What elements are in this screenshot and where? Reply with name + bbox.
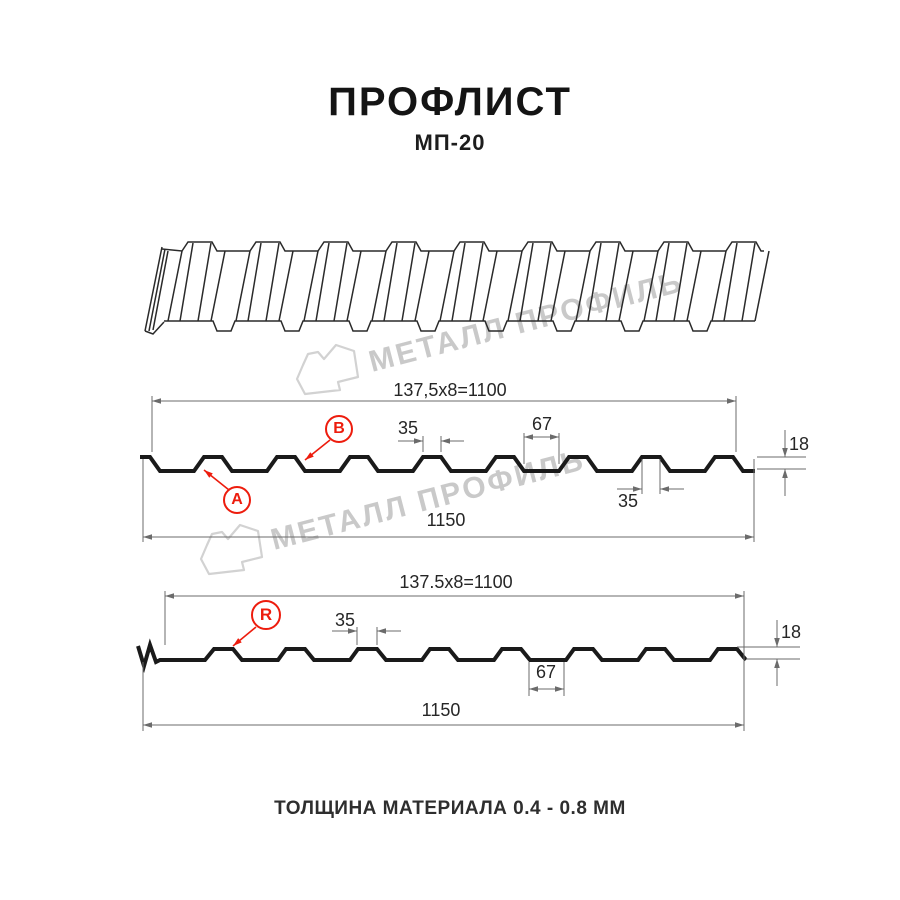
dim-working-width-top: 137,5x8=1100 bbox=[393, 380, 507, 400]
drawing-layer bbox=[136, 241, 806, 731]
dim-total-width-top: 1150 bbox=[426, 510, 466, 530]
marker-side-r: R bbox=[251, 600, 281, 630]
dim-total-width-bottom: 1150 bbox=[421, 700, 461, 720]
dim-profile-height-bottom: 18 bbox=[781, 622, 802, 642]
dim-rib-top-width-top: 35 bbox=[397, 418, 419, 438]
marker-side-a: A bbox=[223, 486, 251, 514]
thickness-note: ТОЛЩИНА МАТЕРИАЛА 0.4 - 0.8 ММ bbox=[274, 798, 626, 819]
marker-side-b: B bbox=[325, 415, 353, 443]
dim-valley-width-top: 67 bbox=[531, 414, 553, 434]
dim-profile-height-top: 18 bbox=[789, 434, 810, 454]
metal-profile-logo-watermark bbox=[199, 523, 264, 576]
dim-valley-width-bottom: 67 bbox=[535, 662, 557, 682]
dim-rib-top-width-bottom: 35 bbox=[334, 610, 356, 630]
watermark-text: МЕТАЛЛ ПРОФИЛЬ bbox=[267, 443, 588, 556]
dim-working-width-bottom: 137.5x8=1100 bbox=[399, 572, 513, 592]
product-code: МП-20 bbox=[414, 130, 486, 155]
dim-rib-bottom-width-top: 35 bbox=[617, 491, 639, 511]
metal-profile-logo-watermark bbox=[295, 343, 360, 396]
page-title: ПРОФЛИСТ bbox=[328, 80, 572, 124]
